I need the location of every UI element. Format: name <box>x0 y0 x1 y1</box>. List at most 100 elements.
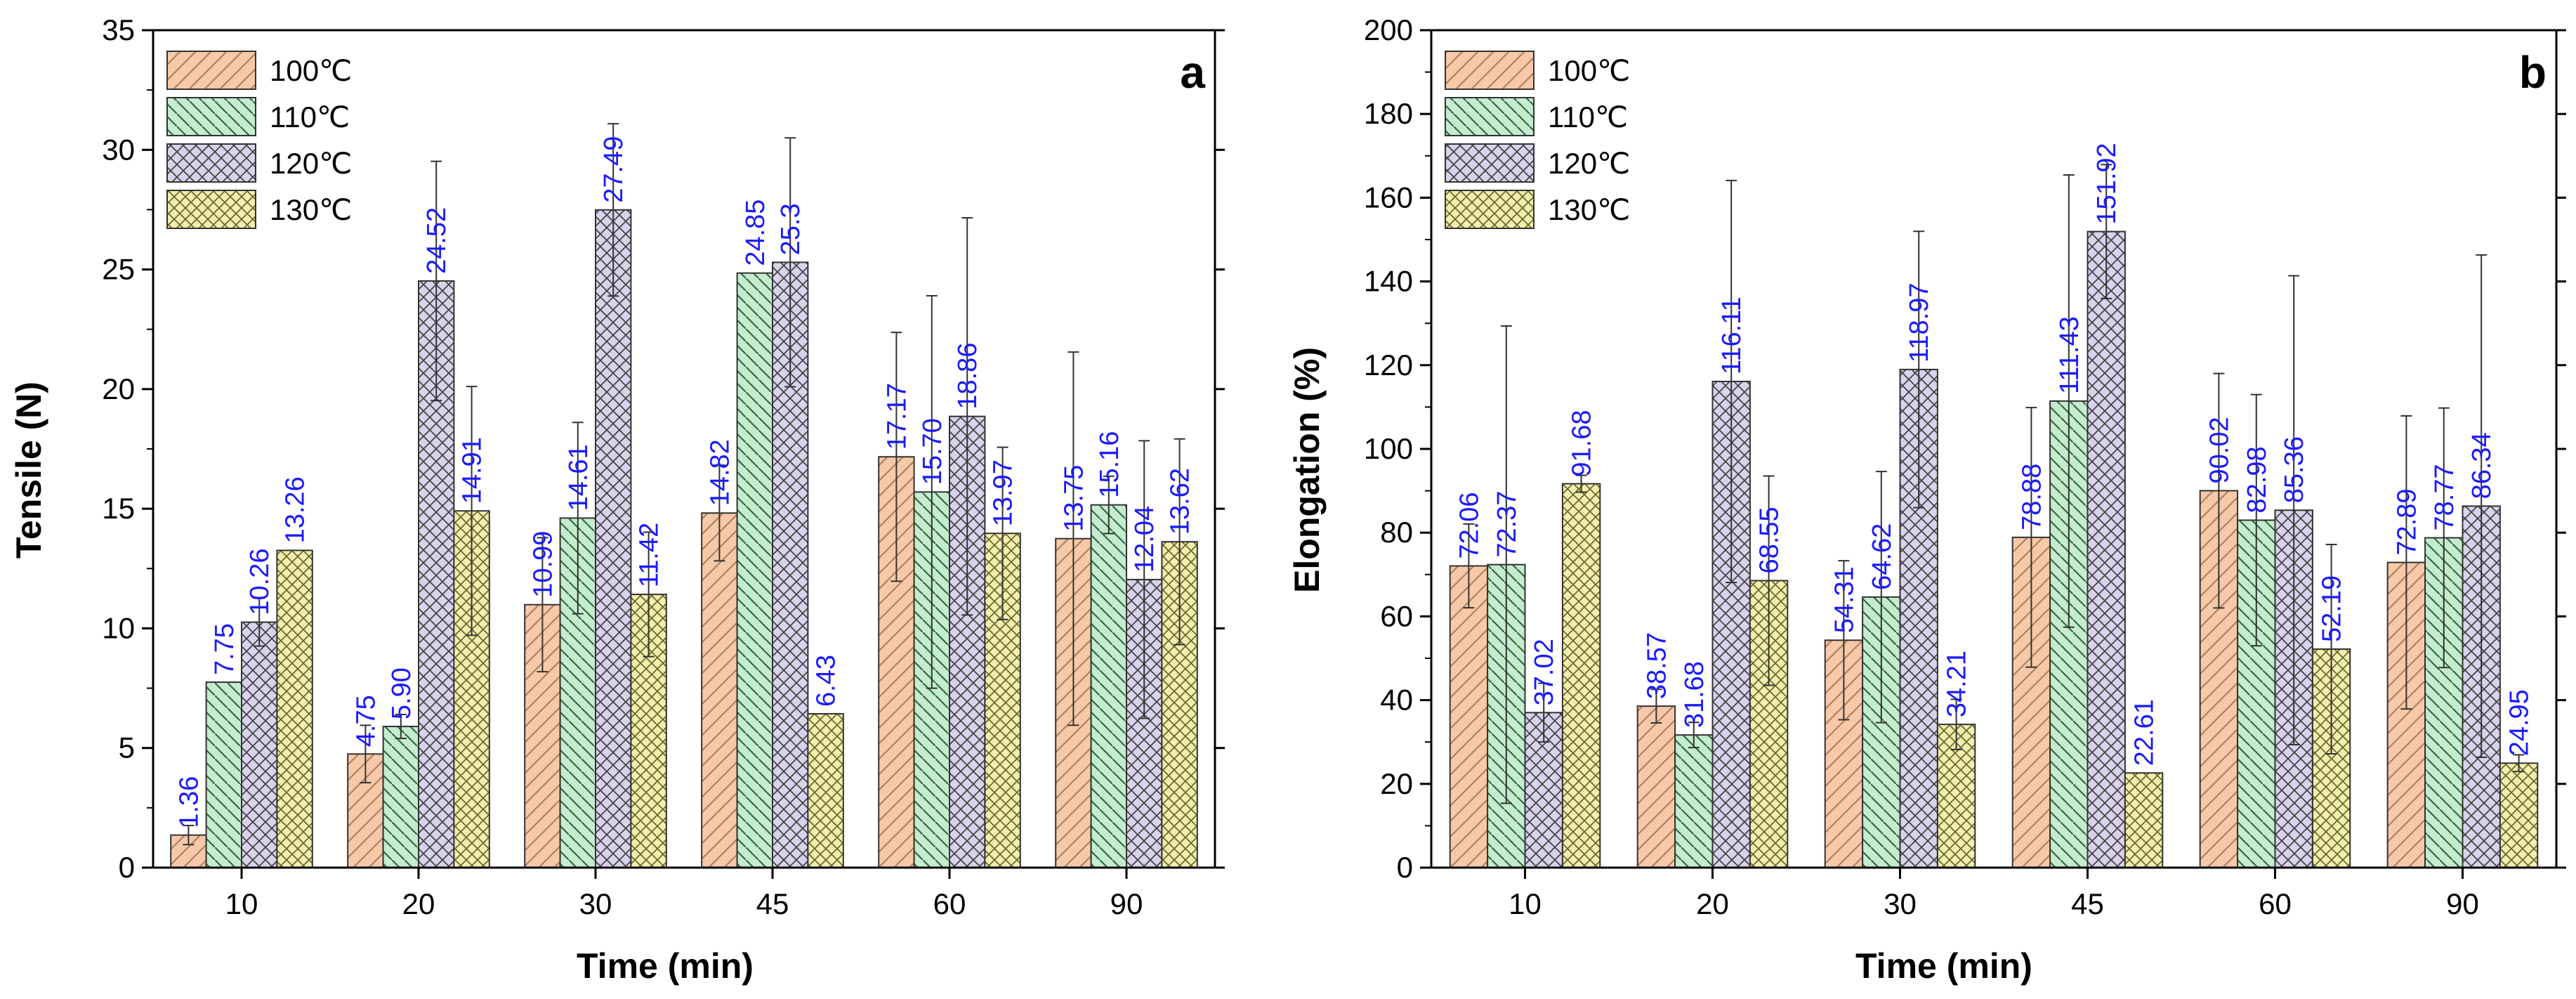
panel-b-legend-swatch-hatch <box>1445 51 1535 90</box>
panel-b-xtick-label: 10 <box>1509 887 1542 920</box>
panel-b-ytick-label: 100 <box>1364 432 1413 465</box>
panel-a-data-label: 14.61 <box>564 444 593 511</box>
panel-a-tensile-chart: Tensile (N) Time (min) a 0 5 10 15 20 25 30 35 1… <box>9 13 1225 986</box>
panel-a-legend-label: 120℃ <box>270 147 352 180</box>
panel-b-data-label: 34.21 <box>1943 651 1972 717</box>
panel-a-bar-hatch <box>595 209 632 868</box>
panel-b-data-label: 24.95 <box>2505 689 2535 756</box>
panel-b-data-label: 37.02 <box>1530 639 1559 705</box>
panel-b-bar-hatch <box>1674 734 1714 869</box>
panel-a-ytick-label: 15 <box>102 492 135 525</box>
panel-a-ytick-label: 30 <box>102 133 135 166</box>
panel-a-data-label: 14.82 <box>705 439 735 506</box>
panel-a-ytick-label: 5 <box>119 731 135 764</box>
panel-b-bar-hatch <box>2087 230 2126 868</box>
panel-a-bar-hatch <box>241 621 278 869</box>
panel-b-data-label: 31.68 <box>1680 661 1709 728</box>
panel-b-data-label: 82.98 <box>2242 446 2272 513</box>
panel-b-bar-hatch <box>1449 565 1489 868</box>
panel-a-ylabel: Tensile (N) <box>9 381 48 559</box>
panel-b-data-label: 78.77 <box>2430 464 2459 530</box>
panel-b-bar-hatch <box>1636 705 1676 868</box>
panel-b-data-label: 85.36 <box>2280 436 2309 503</box>
panel-b-bar-hatch <box>1561 483 1601 868</box>
panel-b-legend-swatch-hatch <box>1445 97 1535 136</box>
panel-a-data-label: 24.85 <box>741 200 770 266</box>
panel-b-legend-swatch-hatch <box>1445 143 1535 183</box>
panel-a-data-label: 5.90 <box>387 667 416 719</box>
panel-b-data-label: 78.88 <box>2017 464 2046 530</box>
panel-b-data-label: 86.34 <box>2467 432 2497 499</box>
panel-a-data-label: 11.42 <box>635 523 664 587</box>
panel-b-data-label: 52.19 <box>2318 575 2347 642</box>
panel-b-ytick-label: 180 <box>1364 97 1413 130</box>
panel-b-ytick-label: 140 <box>1364 265 1413 298</box>
panel-b-data-label: 90.02 <box>2204 417 2234 483</box>
panel-a-bar-hatch <box>382 726 419 869</box>
panel-a-bar-hatch <box>736 272 773 868</box>
panel-b-letter: b <box>2519 47 2547 98</box>
panel-b-ytick-label: 0 <box>1397 851 1413 884</box>
panel-a-data-label: 4.75 <box>351 695 381 747</box>
panel-a-data-label: 12.04 <box>1130 506 1159 573</box>
panel-b-xtick-label: 45 <box>2071 887 2104 920</box>
panel-a-xtick-label: 10 <box>225 887 258 920</box>
panel-a-data-label: 14.91 <box>458 437 487 504</box>
panel-b-data-label: 38.57 <box>1642 632 1671 699</box>
panel-a-letter: a <box>1180 47 1205 98</box>
panel-b-data-label: 68.55 <box>1755 507 1785 573</box>
panel-a-data-label: 24.52 <box>422 207 452 274</box>
panel-a-xlabel: Time (min) <box>577 946 754 986</box>
panel-b-ylabel: Elongation (%) <box>1287 347 1327 593</box>
panel-a-ytick-label: 0 <box>119 851 135 884</box>
panel-a-data-label: 10.26 <box>245 548 275 615</box>
panel-a-xtick-label: 45 <box>756 887 789 920</box>
panel-a-legend-label: 130℃ <box>270 193 352 226</box>
panel-b-data-label: 72.37 <box>1492 491 1522 558</box>
panel-b-xtick-label: 30 <box>1884 887 1917 920</box>
panel-b-data-label: 72.06 <box>1454 492 1484 559</box>
panel-a-legend-swatch-hatch <box>166 51 256 90</box>
panel-b-data-label: 22.61 <box>2130 699 2160 766</box>
panel-a-data-label: 25.3 <box>776 203 806 255</box>
panel-b-xtick-label: 60 <box>2259 887 2292 920</box>
panel-b-xtick-label: 90 <box>2446 887 2479 920</box>
panel-b-xlabel: Time (min) <box>1855 946 2032 986</box>
panel-a-ytick-label: 20 <box>102 372 135 405</box>
panel-b-legend-label: 110℃ <box>1548 100 1628 133</box>
panel-b-legend-swatch-hatch <box>1445 190 1535 229</box>
panel-b-bar-hatch <box>2124 772 2164 868</box>
panel-b-data-label: 72.89 <box>2392 488 2421 555</box>
panel-b-data-label: 116.11 <box>1717 296 1747 374</box>
panel-a-ytick-label: 10 <box>102 611 135 644</box>
panel-a-legend-swatch-hatch <box>166 190 256 229</box>
panel-b-legend-label: 120℃ <box>1548 147 1630 180</box>
panel-b-plot-frame <box>1430 29 2558 869</box>
panel-a-data-label: 17.17 <box>882 383 912 450</box>
panel-b-xtick-label: 20 <box>1696 887 1729 920</box>
panel-a-legend-swatch-hatch <box>166 143 256 183</box>
panel-a-legend-label: 100℃ <box>270 54 352 87</box>
panel-a-data-label: 18.86 <box>953 343 983 410</box>
panel-a-bar-hatch <box>1090 504 1127 868</box>
panel-a-bar-hatch <box>276 549 313 868</box>
panel-a-data-label: 6.43 <box>812 655 841 707</box>
panel-a-ytick-label: 35 <box>102 13 135 46</box>
panel-b-data-label: 64.62 <box>1867 523 1897 590</box>
panel-b-data-label: 91.68 <box>1568 410 1597 476</box>
panel-b-data-label: 54.31 <box>1829 566 1859 633</box>
panel-a-data-label: 10.99 <box>528 531 558 598</box>
panel-a-data-label: 13.97 <box>989 459 1018 526</box>
panel-a-data-label: 13.26 <box>281 476 310 543</box>
panel-a-data-label: 15.16 <box>1095 431 1124 498</box>
panel-b-ytick-label: 80 <box>1380 516 1413 549</box>
panel-a-xtick-label: 20 <box>402 887 435 920</box>
panel-a-bar-hatch <box>807 713 844 868</box>
panel-a-legend-swatch-hatch <box>166 97 256 136</box>
panel-a-data-label: 1.36 <box>174 776 204 828</box>
panel-a-data-label: 15.70 <box>918 418 947 485</box>
panel-a-ytick-label: 25 <box>102 253 135 286</box>
panel-b-ytick-label: 40 <box>1380 684 1413 717</box>
panel-a-data-label: 27.49 <box>599 136 629 203</box>
